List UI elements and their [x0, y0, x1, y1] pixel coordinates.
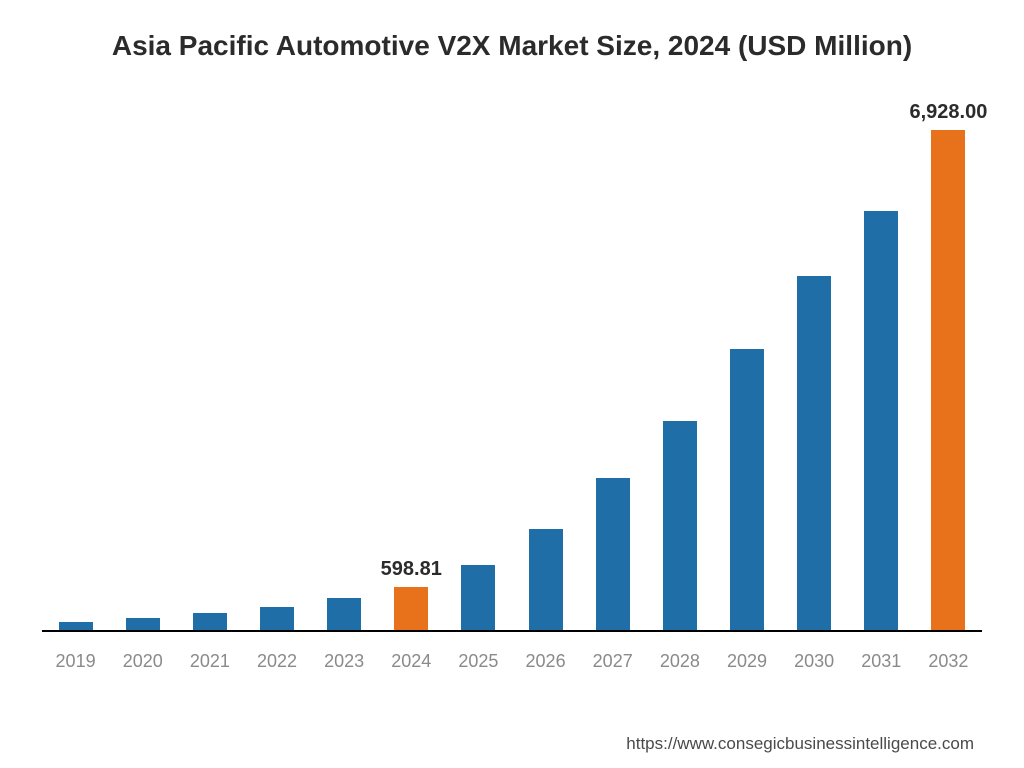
bar-slot [848, 211, 915, 630]
bar-slot [311, 598, 378, 630]
x-axis-label: 2032 [915, 651, 982, 672]
source-url: https://www.consegicbusinessintelligence… [626, 734, 974, 754]
x-axis-label: 2031 [848, 651, 915, 672]
bar [394, 587, 428, 630]
bar [260, 607, 294, 630]
bar [59, 622, 93, 630]
bar-slot [42, 622, 109, 630]
bar [461, 565, 495, 630]
bar-slot [713, 349, 780, 630]
x-axis-label: 2020 [109, 651, 176, 672]
bar-slot [579, 478, 646, 630]
bar-slot: 598.81 [378, 587, 445, 630]
bar-slot [445, 565, 512, 630]
bar-slot: 6,928.00 [915, 130, 982, 630]
bar-slot [512, 529, 579, 630]
x-axis-label: 2021 [176, 651, 243, 672]
x-axis-label: 2019 [42, 651, 109, 672]
bar-slot [781, 276, 848, 630]
x-axis-label: 2024 [378, 651, 445, 672]
bar-slot [176, 613, 243, 630]
bar [730, 349, 764, 630]
bar [931, 130, 965, 630]
bar [126, 618, 160, 630]
x-axis-label: 2028 [646, 651, 713, 672]
bar [529, 529, 563, 630]
chart-container: Asia Pacific Automotive V2X Market Size,… [0, 0, 1024, 768]
x-axis-label: 2023 [311, 651, 378, 672]
bar [663, 421, 697, 630]
x-axis-line [42, 630, 982, 632]
bar [327, 598, 361, 630]
bar-slot [109, 618, 176, 630]
x-axis-labels: 2019202020212022202320242025202620272028… [42, 651, 982, 672]
x-axis-label: 2030 [781, 651, 848, 672]
bar [864, 211, 898, 630]
bar [797, 276, 831, 630]
bar-slot [243, 607, 310, 630]
x-axis-label: 2025 [445, 651, 512, 672]
plot-area: 598.816,928.00 2019202020212022202320242… [42, 92, 982, 672]
x-axis-label: 2027 [579, 651, 646, 672]
bar [596, 478, 630, 630]
x-axis-label: 2029 [713, 651, 780, 672]
bar-value-label: 6,928.00 [909, 101, 987, 124]
chart-title: Asia Pacific Automotive V2X Market Size,… [40, 30, 984, 62]
bar-value-label: 598.81 [381, 558, 442, 581]
bar [193, 613, 227, 630]
bars-row: 598.81 6,928.00 [42, 92, 982, 630]
bar-slot [646, 421, 713, 630]
x-axis-label: 2026 [512, 651, 579, 672]
x-axis-label: 2022 [243, 651, 310, 672]
